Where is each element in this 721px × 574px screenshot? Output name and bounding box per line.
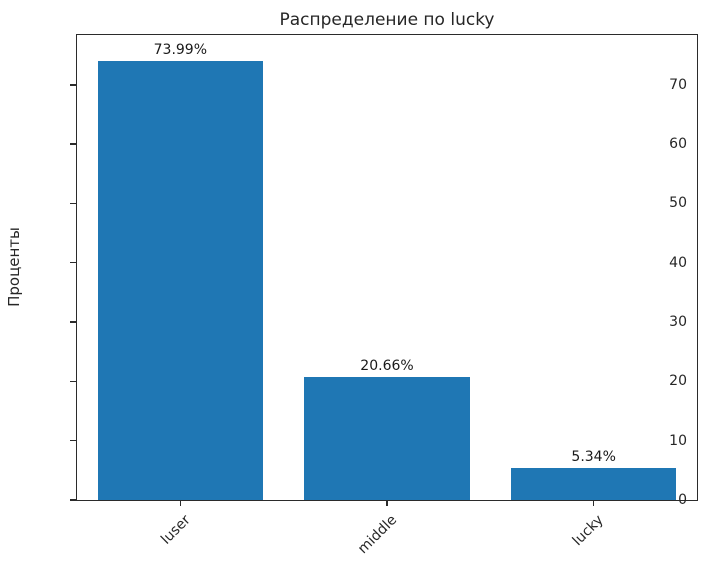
y-tick-label: 50 [669, 195, 687, 212]
x-tick-label-middle: middle [355, 512, 401, 558]
y-tick-label: 70 [669, 76, 687, 93]
x-tick-label-lucky: lucky [569, 512, 607, 550]
y-tick-mark [70, 439, 76, 442]
x-tick-mark [179, 500, 182, 506]
bar-value-label: 20.66% [360, 358, 414, 375]
y-tick-mark [70, 262, 76, 264]
bar-lucky [511, 468, 677, 500]
y-tick-mark [70, 499, 76, 501]
y-tick-mark [70, 380, 76, 383]
bar-luser [97, 61, 263, 500]
y-tick-label: 10 [669, 432, 687, 449]
bar-value-label: 5.34% [571, 449, 616, 466]
y-tick-label: 40 [669, 254, 687, 271]
bar-middle [304, 377, 470, 500]
bar-value-label: 73.99% [153, 42, 208, 59]
y-tick-mark [70, 84, 76, 86]
y-tick-mark [70, 202, 76, 205]
y-tick-mark [70, 321, 76, 323]
y-tick-label: 30 [669, 314, 687, 331]
y-tick-label: 0 [678, 492, 687, 508]
x-tick-mark [386, 500, 388, 506]
y-tick-mark [70, 143, 76, 145]
y-axis-label: Проценты [5, 227, 23, 307]
x-tick-label-luser: luser [157, 512, 194, 548]
x-tick-mark [592, 500, 595, 506]
plot-area: 0 10 20 30 40 50 60 70 73.99% 20.66% 5.34% luser m… [70, 34, 698, 557]
chart-title: Распределение по lucky [279, 10, 495, 30]
y-tick-label: 60 [669, 136, 687, 153]
y-tick-label: 20 [669, 373, 687, 390]
